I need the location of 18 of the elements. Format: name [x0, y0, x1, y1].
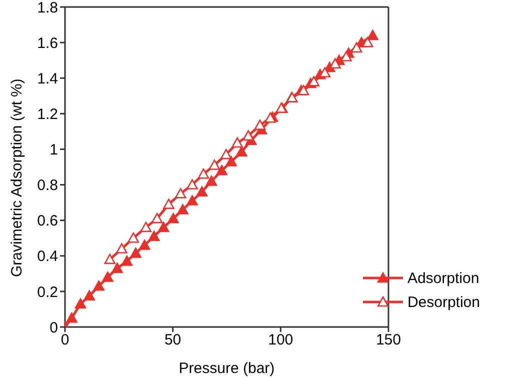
legend-label: Adsorption: [407, 270, 480, 286]
x-tick-label: 100: [268, 332, 294, 349]
x-tick-label: 0: [60, 332, 70, 349]
y-tick-label: 0.4: [37, 248, 58, 266]
y-tick-label: 0: [50, 319, 58, 336]
x-tick-label: 50: [164, 332, 182, 349]
y-tick-label: 0.6: [37, 212, 58, 230]
y-tick-label: 1.2: [37, 106, 58, 123]
y-tick-label: 1.4: [37, 70, 58, 88]
y-axis-title: Gravimetric Adsorption (wt %): [8, 78, 26, 277]
legend-label: Desorption: [407, 294, 480, 310]
y-tick-label: 1: [50, 142, 58, 159]
y-tick-label: 1.8: [37, 0, 58, 16]
y-tick-label: 1.6: [37, 34, 58, 52]
y-tick-label: 0.2: [37, 284, 58, 301]
x-tick-label: 150: [376, 332, 401, 349]
y-tick-label: 0.8: [37, 177, 58, 194]
x-axis-title: Pressure (bar): [178, 360, 275, 377]
